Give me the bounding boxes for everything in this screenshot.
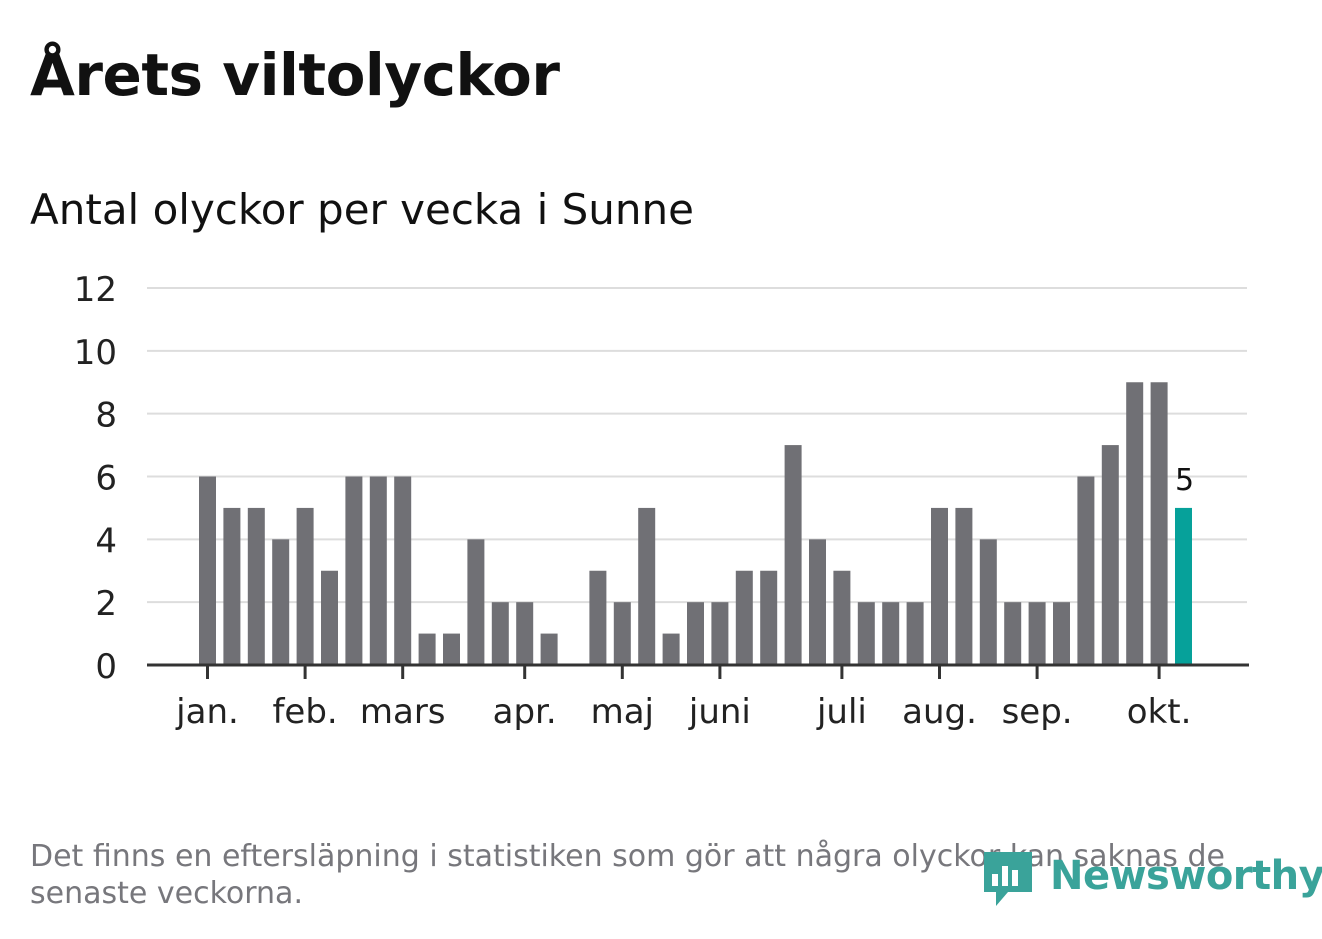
bar	[321, 570, 338, 665]
data-labels: 5	[1175, 463, 1194, 498]
bar	[1028, 602, 1046, 665]
logo-text: Newsworthy	[1050, 853, 1322, 899]
bar	[223, 507, 241, 665]
x-tick-label: apr.	[493, 692, 557, 732]
bar	[906, 602, 924, 665]
bar	[979, 539, 997, 665]
bar-highlighted	[1175, 507, 1192, 665]
bar	[516, 602, 534, 665]
bar	[589, 570, 607, 665]
y-tick-label: 12	[74, 270, 117, 310]
bar-chart-bubble-icon	[984, 852, 1032, 906]
bar	[613, 602, 631, 665]
x-tick-label: juli	[816, 692, 867, 732]
bar	[418, 633, 436, 665]
bar	[955, 507, 973, 665]
bar	[1053, 602, 1070, 665]
x-tick-label: jan.	[175, 692, 239, 732]
data-label: 5	[1175, 463, 1194, 498]
bar	[638, 507, 656, 665]
bar	[272, 539, 290, 665]
bar	[1077, 476, 1095, 665]
x-axis-ticks: jan. feb. mars apr. maj juni juli aug. sep. okt.	[175, 665, 1191, 732]
newsworthy-logo: Newsworthy	[980, 848, 1322, 914]
x-tick-label: feb.	[272, 692, 337, 732]
bars	[199, 382, 1192, 665]
bar	[1150, 382, 1168, 665]
bar	[247, 507, 265, 665]
bar	[1101, 445, 1119, 665]
bar-chart: 0 2 4 6 8 10 12 jan. feb. mars apr. maj juni juli aug…	[74, 270, 1249, 732]
bar	[369, 476, 387, 665]
bar	[784, 445, 802, 665]
bar	[809, 539, 826, 665]
bar	[345, 476, 363, 665]
bar	[687, 602, 704, 665]
y-axis-ticks: 0 2 4 6 8 10 12	[74, 270, 117, 687]
bar	[711, 602, 729, 665]
y-tick-label: 2	[95, 584, 117, 624]
bar	[540, 633, 558, 665]
bar	[662, 633, 680, 665]
x-tick-label: mars	[360, 692, 446, 732]
y-tick-label: 8	[95, 396, 117, 436]
bar	[491, 602, 509, 665]
bar	[882, 602, 900, 665]
x-tick-label: aug.	[902, 692, 977, 732]
y-tick-label: 10	[74, 333, 117, 373]
x-tick-label: juni	[688, 692, 751, 732]
bar	[443, 633, 460, 665]
y-tick-label: 6	[95, 459, 117, 499]
bar	[1004, 602, 1022, 665]
bar	[760, 570, 778, 665]
x-tick-label: sep.	[1002, 692, 1073, 732]
bar	[857, 602, 875, 665]
y-tick-label: 0	[95, 647, 117, 687]
bar	[1126, 382, 1144, 665]
bar	[833, 570, 851, 665]
x-tick-label: maj	[591, 692, 654, 732]
bar	[199, 476, 216, 665]
chart-subtitle: Antal olyckor per vecka i Sunne	[30, 185, 694, 234]
bar	[467, 539, 485, 665]
bar	[735, 570, 753, 665]
bar	[296, 507, 314, 665]
bar	[394, 476, 412, 665]
chart-title: Årets viltolyckor	[30, 41, 560, 109]
x-tick-label: okt.	[1127, 692, 1192, 732]
y-tick-label: 4	[95, 521, 117, 561]
bar	[931, 507, 948, 665]
